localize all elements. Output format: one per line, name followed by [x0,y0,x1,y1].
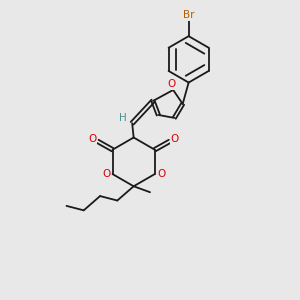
Text: H: H [119,113,127,123]
Text: O: O [157,169,165,179]
Text: Br: Br [183,10,194,20]
Text: O: O [168,79,176,89]
Text: O: O [88,134,97,144]
Text: O: O [171,134,179,144]
Text: O: O [102,169,110,179]
